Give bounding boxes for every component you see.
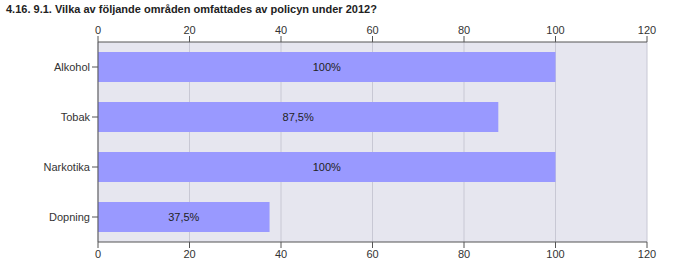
svg-text:87,5%: 87,5% — [283, 111, 314, 123]
svg-text:100%: 100% — [313, 161, 341, 173]
svg-text:80: 80 — [458, 24, 470, 36]
svg-text:Alkohol: Alkohol — [54, 61, 90, 73]
html-text:4.16. 9.1. Vilka av följande o: 4.16. 9.1. Vilka av följande områden omf… — [6, 3, 377, 15]
svg-text:100%: 100% — [313, 61, 341, 73]
svg-text:0: 0 — [95, 24, 101, 36]
svg-text:Tobak: Tobak — [61, 111, 91, 123]
svg-text:100: 100 — [546, 248, 564, 260]
svg-text:120: 120 — [638, 248, 656, 260]
svg-text:60: 60 — [366, 248, 378, 260]
svg-text:20: 20 — [183, 248, 195, 260]
svg-text:40: 40 — [275, 24, 287, 36]
svg-text:Narkotika: Narkotika — [44, 161, 91, 173]
svg-text:37,5%: 37,5% — [168, 211, 199, 223]
svg-text:40: 40 — [275, 248, 287, 260]
svg-text:0: 0 — [95, 248, 101, 260]
svg-text:20: 20 — [183, 24, 195, 36]
svg-text:60: 60 — [366, 24, 378, 36]
svg-text:120: 120 — [638, 24, 656, 36]
svg-text:Dopning: Dopning — [49, 211, 90, 223]
svg-text:80: 80 — [458, 248, 470, 260]
svg-text:100: 100 — [546, 24, 564, 36]
